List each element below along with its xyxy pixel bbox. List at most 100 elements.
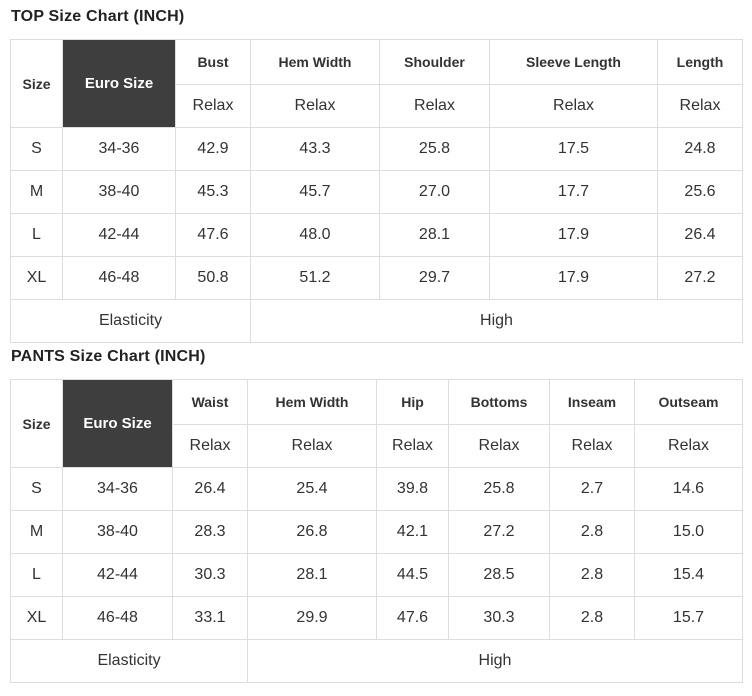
- measure-column-header: Waist: [172, 379, 248, 425]
- measurement-cell: 25.8: [379, 127, 490, 171]
- measurement-cell: 26.4: [172, 467, 248, 511]
- euro-size-cell: 38-40: [62, 170, 176, 214]
- measurement-cell: 17.5: [489, 127, 658, 171]
- euro-size-cell: 42-44: [62, 553, 173, 597]
- measure-column-header: Inseam: [549, 379, 635, 425]
- elasticity-value-cell: High: [250, 299, 743, 343]
- fit-type-cell: Relax: [376, 424, 449, 468]
- fit-type-cell: Relax: [657, 84, 743, 128]
- measurement-cell: 14.6: [634, 467, 743, 511]
- measurement-cell: 29.7: [379, 256, 490, 300]
- size-row-s: S 34-36 42.9 43.3 25.8 17.5 24.8: [10, 127, 743, 171]
- measure-column-header: Bottoms: [448, 379, 550, 425]
- elasticity-row: Elasticity High: [10, 299, 743, 343]
- size-label-cell: XL: [10, 256, 63, 300]
- measurement-cell: 2.7: [549, 467, 635, 511]
- measurement-cell: 28.1: [247, 553, 377, 597]
- size-column-header: Size: [10, 379, 63, 468]
- measurement-cell: 30.3: [448, 596, 550, 640]
- measurement-cell: 15.7: [634, 596, 743, 640]
- fit-type-cell: Relax: [634, 424, 743, 468]
- euro-size-column-header: Euro Size: [62, 39, 176, 128]
- elasticity-value-cell: High: [247, 639, 743, 683]
- measurement-cell: 48.0: [250, 213, 380, 257]
- measurement-cell: 27.0: [379, 170, 490, 214]
- fit-type-cell: Relax: [489, 84, 658, 128]
- measure-column-header: Length: [657, 39, 743, 85]
- measurement-cell: 25.8: [448, 467, 550, 511]
- measurement-cell: 44.5: [376, 553, 449, 597]
- fit-type-cell: Relax: [379, 84, 490, 128]
- measurement-cell: 26.4: [657, 213, 743, 257]
- top-size-chart-section: TOP Size Chart (INCH) Size Euro Size Bust H…: [10, 8, 743, 343]
- elasticity-label-cell: Elasticity: [10, 299, 251, 343]
- measure-column-header: Hem Width: [250, 39, 380, 85]
- measurement-cell: 28.3: [172, 510, 248, 554]
- euro-size-column-header: Euro Size: [62, 379, 173, 468]
- size-label-cell: M: [10, 510, 63, 554]
- size-row-m: M 38-40 45.3 45.7 27.0 17.7 25.6: [10, 170, 743, 214]
- euro-size-cell: 34-36: [62, 467, 173, 511]
- measurement-cell: 28.1: [379, 213, 490, 257]
- size-row-l: L 42-44 30.3 28.1 44.5 28.5 2.8 15.4: [10, 553, 743, 597]
- measurement-cell: 2.8: [549, 553, 635, 597]
- measurement-cell: 2.8: [549, 596, 635, 640]
- euro-size-cell: 46-48: [62, 596, 173, 640]
- fit-type-cell: Relax: [175, 84, 251, 128]
- measurement-cell: 15.0: [634, 510, 743, 554]
- measurement-cell: 50.8: [175, 256, 251, 300]
- measurement-cell: 43.3: [250, 127, 380, 171]
- header-row-labels: Size Euro Size Bust Hem Width Shoulder Sleeve…: [10, 39, 743, 128]
- top-size-table: Size Euro Size Bust Hem Width Shoulder Sleeve…: [10, 39, 743, 343]
- measurement-cell: 29.9: [247, 596, 377, 640]
- measure-column-header: Shoulder: [379, 39, 490, 85]
- euro-size-cell: 34-36: [62, 127, 176, 171]
- measurement-cell: 42.9: [175, 127, 251, 171]
- header-row-fit: Relax Relax Relax Relax Relax Relax: [11, 424, 743, 468]
- euro-size-cell: 38-40: [62, 510, 173, 554]
- measurement-cell: 47.6: [376, 596, 449, 640]
- fit-type-cell: Relax: [172, 424, 248, 468]
- size-label-cell: L: [10, 213, 63, 257]
- measurement-cell: 45.7: [250, 170, 380, 214]
- euro-size-cell: 46-48: [62, 256, 176, 300]
- measurement-cell: 24.8: [657, 127, 743, 171]
- measurement-cell: 39.8: [376, 467, 449, 511]
- measurement-cell: 2.8: [549, 510, 635, 554]
- pants-chart-title: PANTS Size Chart (INCH): [11, 348, 206, 365]
- size-row-s: S 34-36 26.4 25.4 39.8 25.8 2.7 14.6: [10, 467, 743, 511]
- size-row-m: M 38-40 28.3 26.8 42.1 27.2 2.8 15.0: [10, 510, 743, 554]
- measure-column-header: Hem Width: [247, 379, 377, 425]
- measurement-cell: 45.3: [175, 170, 251, 214]
- measurement-cell: 17.9: [489, 256, 658, 300]
- size-label-cell: S: [10, 467, 63, 511]
- size-label-cell: XL: [10, 596, 63, 640]
- pants-size-table: Size Euro Size Waist Hem Width Hip Bottoms Ins…: [10, 379, 743, 683]
- fit-type-cell: Relax: [448, 424, 550, 468]
- measure-column-header: Outseam: [634, 379, 743, 425]
- pants-size-chart-section: PANTS Size Chart (INCH) Size Euro Size Wai…: [10, 348, 743, 683]
- euro-size-cell: 42-44: [62, 213, 176, 257]
- measurement-cell: 47.6: [175, 213, 251, 257]
- measurement-cell: 25.4: [247, 467, 377, 511]
- measurement-cell: 25.6: [657, 170, 743, 214]
- fit-type-cell: Relax: [549, 424, 635, 468]
- header-row-fit: Relax Relax Relax Relax Relax: [11, 84, 743, 128]
- header-row-labels: Size Euro Size Waist Hem Width Hip Bottoms Ins…: [10, 379, 743, 468]
- measurement-cell: 26.8: [247, 510, 377, 554]
- elasticity-row: Elasticity High: [10, 639, 743, 683]
- top-chart-title: TOP Size Chart (INCH): [11, 8, 185, 25]
- measurement-cell: 15.4: [634, 553, 743, 597]
- measurement-cell: 33.1: [172, 596, 248, 640]
- measurement-cell: 42.1: [376, 510, 449, 554]
- measure-column-header: Sleeve Length: [489, 39, 658, 85]
- size-row-xl: XL 46-48 50.8 51.2 29.7 17.9 27.2: [10, 256, 743, 300]
- size-column-header: Size: [10, 39, 63, 128]
- fit-type-cell: Relax: [247, 424, 377, 468]
- elasticity-label-cell: Elasticity: [10, 639, 248, 683]
- measurement-cell: 51.2: [250, 256, 380, 300]
- size-label-cell: L: [10, 553, 63, 597]
- measure-column-header: Hip: [376, 379, 449, 425]
- size-label-cell: S: [10, 127, 63, 171]
- size-row-xl: XL 46-48 33.1 29.9 47.6 30.3 2.8 15.7: [10, 596, 743, 640]
